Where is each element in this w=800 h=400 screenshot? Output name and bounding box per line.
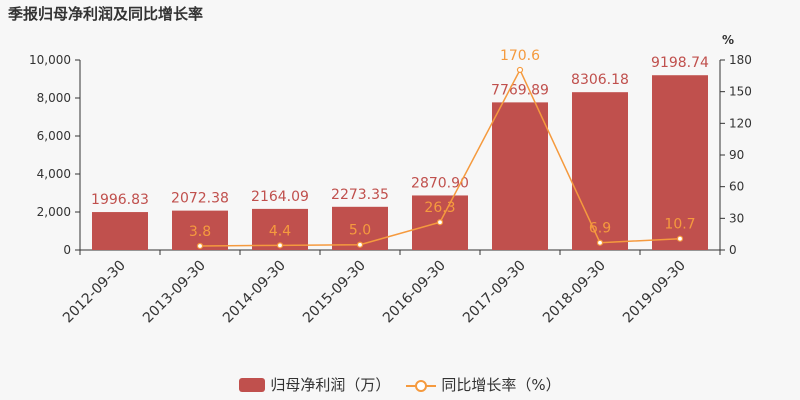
x-tick-label: 2017-09-30 xyxy=(460,258,529,327)
line-value-label: 170.6 xyxy=(500,48,540,64)
line-value-label: 26.3 xyxy=(424,200,455,216)
line-point[interactable] xyxy=(516,66,524,74)
y-right-tick-label: 120 xyxy=(729,116,752,130)
y-right-tick-label: 0 xyxy=(729,243,737,257)
line-value-label: 6.9 xyxy=(589,221,611,237)
y-left-tick-label: 4,000 xyxy=(37,167,71,181)
y-right-tick-label: 180 xyxy=(729,53,752,67)
line-value-label: 5.0 xyxy=(349,223,371,239)
line-value-label: 4.4 xyxy=(269,223,291,239)
legend-bar-label: 归母净利润（万） xyxy=(270,376,391,394)
bar-value-label: 2164.09 xyxy=(251,189,309,205)
bar-value-label: 9198.74 xyxy=(651,55,709,71)
y-right-tick-label: 60 xyxy=(729,180,744,194)
line-point[interactable] xyxy=(436,219,444,226)
y-right-tick-label: 150 xyxy=(729,85,752,99)
line-point[interactable] xyxy=(356,241,364,248)
bar-value-label: 2072.38 xyxy=(171,191,229,207)
x-tick-label: 2012-09-30 xyxy=(60,258,129,327)
legend: 归母净利润（万） 同比增长率（%） xyxy=(0,374,800,395)
line-point[interactable] xyxy=(676,235,684,242)
x-tick-label: 2019-09-30 xyxy=(620,258,689,327)
legend-item-bar[interactable]: 归母净利润（万） xyxy=(239,374,390,395)
y-left-tick-label: 0 xyxy=(63,243,71,257)
y-left-tick-label: 8,000 xyxy=(37,91,71,105)
line-value-label: 10.7 xyxy=(664,217,695,233)
y-right-tick-label: 90 xyxy=(729,148,744,162)
bar-value-label: 1996.83 xyxy=(91,192,149,208)
chart-title: 季报归母净利润及同比增长率 xyxy=(8,5,204,23)
line-point[interactable] xyxy=(276,242,284,249)
y-left-tick-label: 2,000 xyxy=(37,205,71,219)
line-value-label: 3.8 xyxy=(189,224,211,240)
y-right-tick-label: 30 xyxy=(729,211,744,225)
x-tick-label: 2018-09-30 xyxy=(540,258,609,327)
line-point[interactable] xyxy=(596,239,604,246)
bar[interactable] xyxy=(652,75,708,250)
bar[interactable] xyxy=(492,102,548,250)
bar-value-label: 2870.90 xyxy=(411,175,469,191)
legend-item-line[interactable]: 同比增长率（%） xyxy=(406,374,561,395)
bar-value-label: 8306.18 xyxy=(571,72,629,88)
y-right-axis-label: % xyxy=(722,33,734,47)
legend-line-label: 同比增长率（%） xyxy=(441,376,561,394)
x-tick-label: 2014-09-30 xyxy=(220,258,289,327)
line-point[interactable] xyxy=(196,242,204,250)
y-left-tick-label: 6,000 xyxy=(37,129,71,143)
bar[interactable] xyxy=(92,212,148,250)
legend-line-swatch xyxy=(406,378,437,392)
bar-value-label: 7769.89 xyxy=(491,82,549,98)
bar[interactable] xyxy=(572,92,628,250)
x-tick-label: 2016-09-30 xyxy=(380,258,449,327)
x-tick-label: 2015-09-30 xyxy=(300,258,369,327)
bar-value-label: 2273.35 xyxy=(331,187,389,203)
y-left-tick-label: 10,000 xyxy=(29,53,71,67)
legend-bar-swatch xyxy=(239,377,266,392)
x-tick-label: 2013-09-30 xyxy=(140,258,209,327)
